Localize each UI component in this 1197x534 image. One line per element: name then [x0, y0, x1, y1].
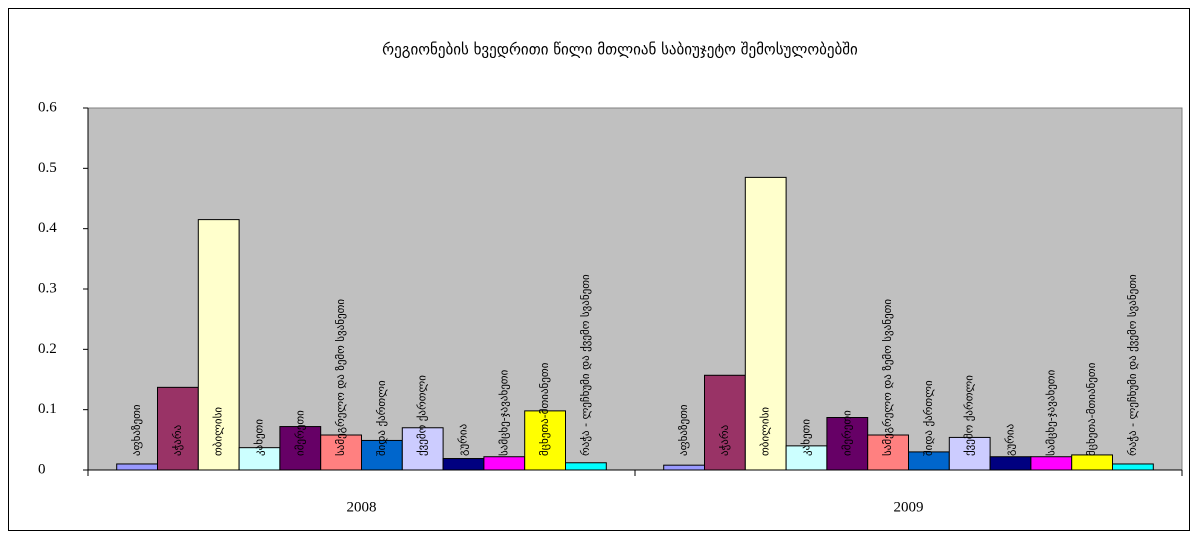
bar-label: თბილისი [759, 407, 772, 456]
bar-label: თბილისი [212, 407, 225, 456]
bar [116, 463, 158, 471]
bar [157, 386, 199, 471]
y-tick-label: 0.5 [38, 160, 57, 176]
bar-label: რაჭა - ლეჩხუმი და ქვემო სვანეთი [579, 274, 592, 456]
y-tick-label: 0.2 [38, 341, 57, 357]
x-tick-label: 2008 [347, 499, 377, 515]
bar [1112, 463, 1154, 471]
bar [989, 456, 1032, 471]
y-tick-label: 0.6 [38, 99, 57, 115]
bar [826, 417, 869, 471]
bar [785, 445, 828, 471]
bar [320, 434, 363, 471]
bar-label: სამეგრელო და ზემო სვანეთი [881, 299, 894, 456]
bar [401, 427, 444, 471]
bar-label: იმერეთი [293, 410, 306, 456]
bar-label: გურია [457, 423, 470, 456]
bar-label: რაჭა - ლეჩხუმი და ქვემო სვანეთი [1126, 274, 1139, 456]
x-tick-label: 2009 [894, 499, 924, 515]
bar-label: კახეთი [253, 419, 266, 456]
bar-label: სამცხე-ჯავახეთი [497, 369, 510, 456]
bar [1071, 454, 1113, 471]
bar-label: შიდა ქართლი [922, 380, 935, 456]
bar-label: კახეთი [800, 419, 813, 456]
plot-area [87, 107, 1183, 471]
bar [663, 464, 706, 471]
bar-label: შიდა ქართლი [375, 380, 388, 456]
bar-label: აჭარა [171, 424, 184, 456]
bar [704, 374, 746, 471]
bar-label: მცხეთა-მთიანეთი [538, 362, 551, 456]
bar [197, 219, 240, 471]
bar-label: სამცხე-ჯავახეთი [1044, 369, 1057, 456]
bar [442, 458, 485, 471]
bar [361, 439, 403, 471]
bar [867, 434, 910, 471]
bar [279, 426, 322, 471]
y-tick-label: 0.1 [38, 401, 57, 417]
y-tick-label: 0.4 [38, 220, 57, 236]
bar [524, 410, 567, 471]
chart-title: რეგიონების ხვედრითი წილი მთლიან საბიუჯეტ… [382, 41, 858, 59]
bar [1030, 456, 1073, 471]
bar-label: სამეგრელო და ზემო სვანეთი [334, 299, 347, 456]
bar-label: აფხაზეთი [130, 404, 143, 456]
bar-label: აჭარა [718, 424, 731, 456]
bar [948, 436, 991, 471]
bar-label: მცხეთა-მთიანეთი [1085, 362, 1098, 456]
bar [483, 456, 526, 471]
y-tick-label: 0.3 [38, 280, 57, 296]
bar [744, 176, 787, 471]
bar-label: აფხაზეთი [677, 404, 690, 456]
bar-label: იმერეთი [840, 410, 853, 456]
bar-label: ქვემო ქართლი [416, 375, 429, 456]
bar-label: ქვემო ქართლი [963, 375, 976, 456]
y-tick-label: 0 [38, 461, 46, 477]
bar-label: გურია [1004, 423, 1017, 456]
bar [565, 462, 607, 471]
